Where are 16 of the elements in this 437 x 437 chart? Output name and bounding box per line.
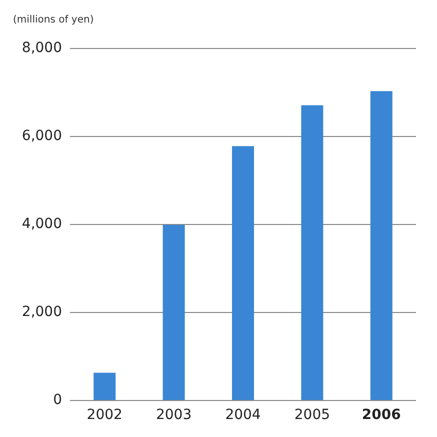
y-tick-label: 2,000 xyxy=(22,304,62,320)
y-tick-label: 8,000 xyxy=(22,40,62,56)
y-axis-title: (millions of yen) xyxy=(13,14,94,26)
bar xyxy=(94,372,116,400)
y-tick-label: 6,000 xyxy=(22,128,62,144)
bar xyxy=(370,91,392,400)
bar xyxy=(232,146,254,400)
y-tick-label: 4,000 xyxy=(22,216,62,232)
x-tick-label: 2004 xyxy=(225,407,261,423)
x-tick-label: 2003 xyxy=(156,407,192,423)
y-tick-label: 0 xyxy=(53,392,62,408)
x-tick-label: 2002 xyxy=(86,407,122,423)
bar xyxy=(301,105,324,400)
bar xyxy=(162,224,185,400)
x-tick-label: 2005 xyxy=(294,407,330,423)
x-tick-label: 2006 xyxy=(362,407,401,423)
